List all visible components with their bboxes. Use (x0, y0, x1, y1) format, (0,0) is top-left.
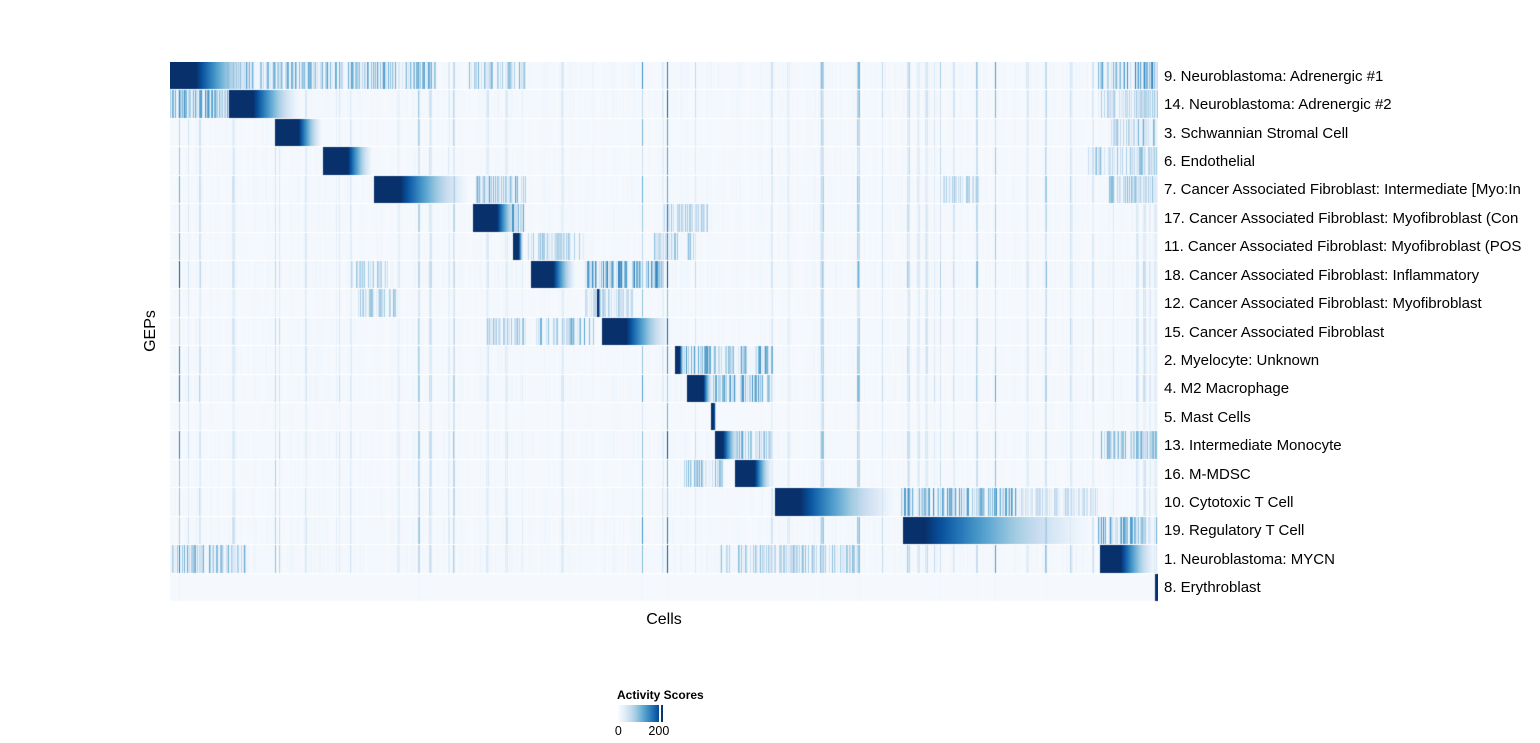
y-axis-label: GEPs (142, 310, 159, 352)
row-label: 1. Neuroblastoma: MYCN (1164, 550, 1335, 568)
legend-min-label: 0 (614, 724, 622, 738)
row-label: 16. M-MDSC (1164, 465, 1251, 483)
legend-title: Activity Scores (617, 688, 704, 702)
row-label: 15. Cancer Associated Fibroblast (1164, 323, 1385, 341)
row-label: 12. Cancer Associated Fibroblast: Myofib… (1164, 295, 1482, 313)
row-label: 19. Regulatory T Cell (1164, 522, 1305, 540)
row-label: 14. Neuroblastoma: Adrenergic #2 (1164, 96, 1392, 114)
heatmap-canvas (170, 62, 1158, 602)
row-label: 7. Cancer Associated Fibroblast: Interme… (1164, 181, 1521, 199)
legend-tick-mark (658, 705, 661, 722)
legend-tick-label: 200 (648, 724, 670, 738)
row-label: 10. Cytotoxic T Cell (1164, 494, 1294, 512)
row-label: 6. Endothelial (1164, 152, 1255, 170)
x-axis-label: Cells (646, 611, 682, 628)
row-label: 11. Cancer Associated Fibroblast: Myofib… (1164, 238, 1522, 256)
row-label: 3. Schwannian Stromal Cell (1164, 124, 1349, 142)
row-label: 18. Cancer Associated Fibroblast: Inflam… (1164, 266, 1480, 284)
row-label: 2. Myelocyte: Unknown (1164, 351, 1320, 369)
legend-colorbar (617, 705, 663, 722)
activity-scores-legend: Activity Scores 0 200 (614, 688, 737, 739)
row-label: 4. M2 Macrophage (1164, 380, 1290, 398)
row-label: 13. Intermediate Monocyte (1164, 437, 1342, 455)
row-label: 9. Neuroblastoma: Adrenergic #1 (1164, 67, 1384, 85)
row-label: 8. Erythroblast (1164, 579, 1261, 597)
row-label: 17. Cancer Associated Fibroblast: Myofib… (1164, 209, 1519, 227)
row-label: 5. Mast Cells (1164, 408, 1251, 426)
legend-axis-labels: 0 200 (614, 724, 669, 739)
